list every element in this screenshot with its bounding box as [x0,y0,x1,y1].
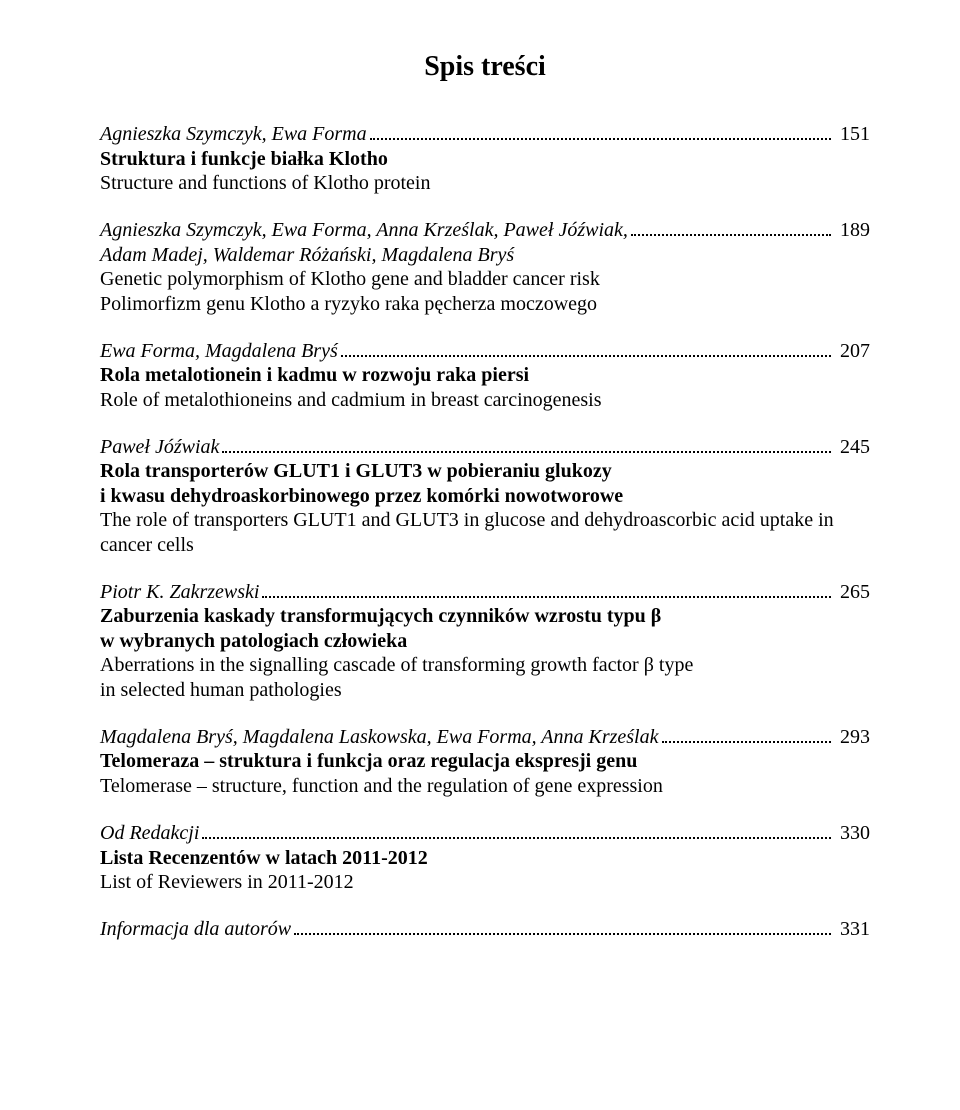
toc-authors: Ewa Forma, Magdalena Bryś [100,339,338,363]
dot-leader [341,341,831,357]
toc-page-number: 151 [834,122,870,146]
toc-author-row: Agnieszka Szymczyk, Ewa Forma 151 [100,122,870,146]
toc-authors: Informacja dla autorów [100,917,291,941]
toc-author-row: Agnieszka Szymczyk, Ewa Forma, Anna Krze… [100,218,870,267]
toc-title-secondary: Polimorfizm genu Klotho a ryzyko raka pę… [100,292,870,316]
toc-authors: Piotr K. Zakrzewski [100,580,259,604]
toc-title-secondary: Telomerase – structure, function and the… [100,774,870,798]
toc-page-number: 330 [834,821,870,845]
toc-page-number: 293 [834,725,870,749]
toc-entry: Piotr K. Zakrzewski 265Zaburzenia kaskady… [100,580,870,702]
toc-title-primary: Rola metalotionein i kadmu w rozwoju rak… [100,363,870,387]
toc-title-primary: Zaburzenia kaskady transformujących czyn… [100,604,870,653]
toc-author-row: Informacja dla autorów 331 [100,917,870,941]
toc-title-primary: Struktura i funkcje białka Klotho [100,147,870,171]
toc-authors: Agnieszka Szymczyk, Ewa Forma, Anna Krze… [100,218,628,267]
toc-entry: Ewa Forma, Magdalena Bryś 207Rola metalot… [100,339,870,412]
table-of-contents: Agnieszka Szymczyk, Ewa Forma 151Struktur… [100,122,870,942]
dot-leader [662,727,832,743]
toc-entry: Magdalena Bryś, Magdalena Laskowska, Ewa… [100,725,870,798]
toc-author-row: Magdalena Bryś, Magdalena Laskowska, Ewa… [100,725,870,749]
toc-author-row: Od Redakcji 330 [100,821,870,845]
toc-entry: Agnieszka Szymczyk, Ewa Forma 151Struktur… [100,122,870,195]
dot-leader [222,437,831,453]
dot-leader [294,919,831,935]
toc-author-row: Ewa Forma, Magdalena Bryś 207 [100,339,870,363]
toc-title-secondary: Role of metalothioneins and cadmium in b… [100,388,870,412]
toc-author-row: Piotr K. Zakrzewski 265 [100,580,870,604]
dot-leader [202,823,831,839]
toc-entry: Agnieszka Szymczyk, Ewa Forma, Anna Krze… [100,218,870,316]
toc-entry: Paweł Jóźwiak 245Rola transporterów GLUT1… [100,435,870,557]
toc-title-secondary: Structure and functions of Klotho protei… [100,171,870,195]
toc-title-primary: Rola transporterów GLUT1 i GLUT3 w pobie… [100,459,870,508]
toc-entry: Informacja dla autorów 331 [100,917,870,941]
toc-page-number: 331 [834,917,870,941]
dot-leader [370,124,831,140]
toc-page-number: 189 [834,218,870,242]
toc-title-primary: Lista Recenzentów w latach 2011-2012 [100,846,870,870]
toc-authors: Od Redakcji [100,821,199,845]
toc-title-primary: Genetic polymorphism of Klotho gene and … [100,267,870,291]
toc-authors: Paweł Jóźwiak [100,435,219,459]
toc-title-secondary: Aberrations in the signalling cascade of… [100,653,870,702]
toc-page-number: 245 [834,435,870,459]
page-title: Spis treści [100,50,870,84]
toc-page-number: 207 [834,339,870,363]
toc-authors: Agnieszka Szymczyk, Ewa Forma [100,122,367,146]
dot-leader [262,582,831,598]
toc-page-number: 265 [834,580,870,604]
toc-title-secondary: List of Reviewers in 2011-2012 [100,870,870,894]
dot-leader [631,220,831,236]
toc-author-row: Paweł Jóźwiak 245 [100,435,870,459]
toc-title-primary: Telomeraza – struktura i funkcja oraz re… [100,749,870,773]
toc-entry: Od Redakcji 330Lista Recenzentów w latach… [100,821,870,894]
toc-authors: Magdalena Bryś, Magdalena Laskowska, Ewa… [100,725,659,749]
toc-title-secondary: The role of transporters GLUT1 and GLUT3… [100,508,870,557]
